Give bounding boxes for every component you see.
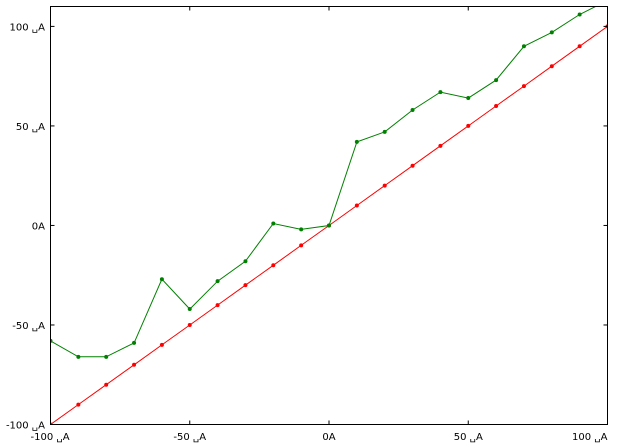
data-point <box>438 90 443 95</box>
x-tick-label: 0A <box>322 432 335 443</box>
data-point <box>466 123 471 128</box>
x-tick-label: 50 ␣A <box>454 432 483 443</box>
data-point <box>187 307 192 312</box>
data-point <box>327 223 331 228</box>
data-point <box>271 263 276 268</box>
data-point <box>494 104 499 109</box>
x-tick-label: -50 ␣A <box>173 432 206 443</box>
x-tick-label: -100 ␣A <box>31 432 70 443</box>
data-point <box>104 354 109 359</box>
ticks-layer: -100 ␣A -50 ␣A 0A 50 ␣A 100 ␣A 100 ␣A 50 ␣A 0A -… <box>6 6 608 443</box>
data-point <box>521 84 526 89</box>
data-point <box>215 303 220 308</box>
data-point <box>76 354 81 359</box>
y-tick-label: -100 ␣A <box>6 421 45 432</box>
data-point <box>271 221 276 226</box>
data-point <box>494 78 499 83</box>
data-point <box>549 30 554 35</box>
data-point <box>438 143 443 148</box>
data-point <box>410 163 415 168</box>
series-1 <box>50 0 610 359</box>
x-tick-label: 100 ␣A <box>572 432 608 443</box>
data-point <box>132 340 137 345</box>
y-tick-label: 50 ␣A <box>16 122 45 133</box>
y-tick-label: -50 ␣A <box>12 321 45 332</box>
data-point <box>382 129 387 134</box>
y-tick-label: 100 ␣A <box>10 22 46 33</box>
data-point <box>104 382 109 387</box>
data-point <box>521 44 526 49</box>
data-point <box>577 12 582 17</box>
data-point <box>354 139 359 144</box>
data-point <box>215 279 220 284</box>
data-point <box>76 402 81 407</box>
data-point <box>382 183 387 188</box>
plot-frame <box>50 6 608 425</box>
data-point <box>159 342 164 347</box>
data-point <box>132 362 137 367</box>
data-point <box>299 227 304 232</box>
data-point <box>354 203 359 208</box>
y-tick-label: 0A <box>32 221 45 232</box>
data-point <box>299 243 304 248</box>
data-point <box>577 44 582 49</box>
data-point <box>410 108 415 113</box>
data-point <box>606 0 610 3</box>
data-point <box>549 64 554 69</box>
data-point <box>243 259 248 264</box>
data-point <box>187 322 192 327</box>
data-point <box>159 277 164 282</box>
series-line-1 <box>50 6 597 358</box>
data-point <box>466 96 471 101</box>
series-layer <box>50 0 610 425</box>
data-point <box>243 283 248 288</box>
